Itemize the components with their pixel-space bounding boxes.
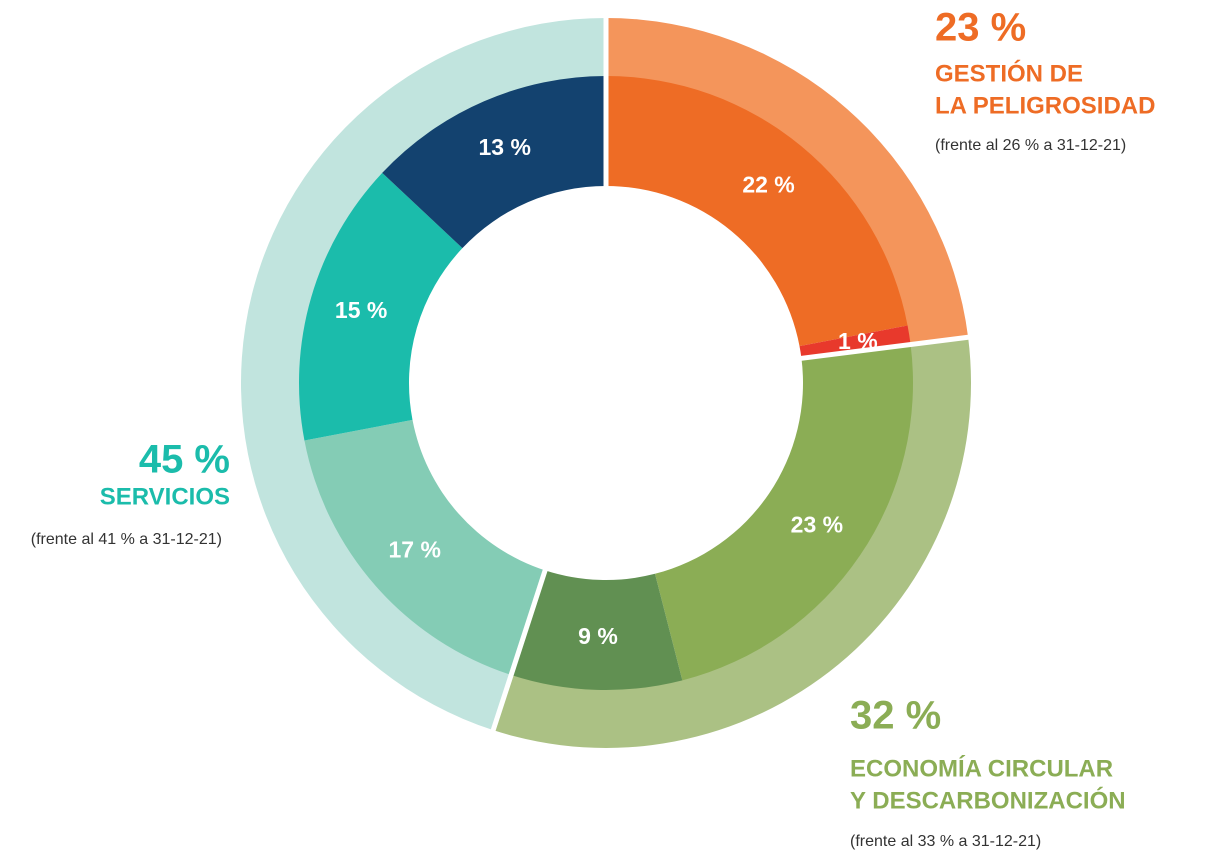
segment-label: 17 % [389,537,441,563]
inner-segment [799,325,911,359]
group-total: 32 % [850,694,941,738]
group-name: ECONOMÍA CIRCULAR [850,754,1113,782]
inner-segment [382,76,606,249]
segment-label: 22 % [742,172,794,198]
group-total: 45 % [139,438,230,482]
group-name: GESTIÓN DE [935,59,1083,87]
segment-label: 13 % [479,134,531,160]
group-name: LA PELIGROSIDAD [935,92,1155,119]
segment-label: 15 % [335,297,387,323]
group-name: Y DESCARBONIZACIÓN [850,786,1126,814]
outer-segment [493,337,971,748]
outer-segment [606,18,969,345]
group-note: (frente al 26 % a 31-12-21) [935,137,1126,154]
inner-segment [606,76,908,347]
inner-segment [304,419,546,675]
inner-segment [298,172,463,441]
group-total: 23 % [935,6,1026,50]
segment-label: 23 % [791,511,843,537]
inner-segment [654,344,913,681]
group-note: (frente al 41 % a 31-12-21) [31,531,222,548]
inner-segment [511,570,683,690]
outer-segment [240,18,606,731]
segment-label: 9 % [578,623,618,649]
group-name: SERVICIOS [100,483,230,510]
separator [800,334,971,361]
group-note: (frente al 33 % a 31-12-21) [850,833,1041,850]
separator [490,568,548,733]
